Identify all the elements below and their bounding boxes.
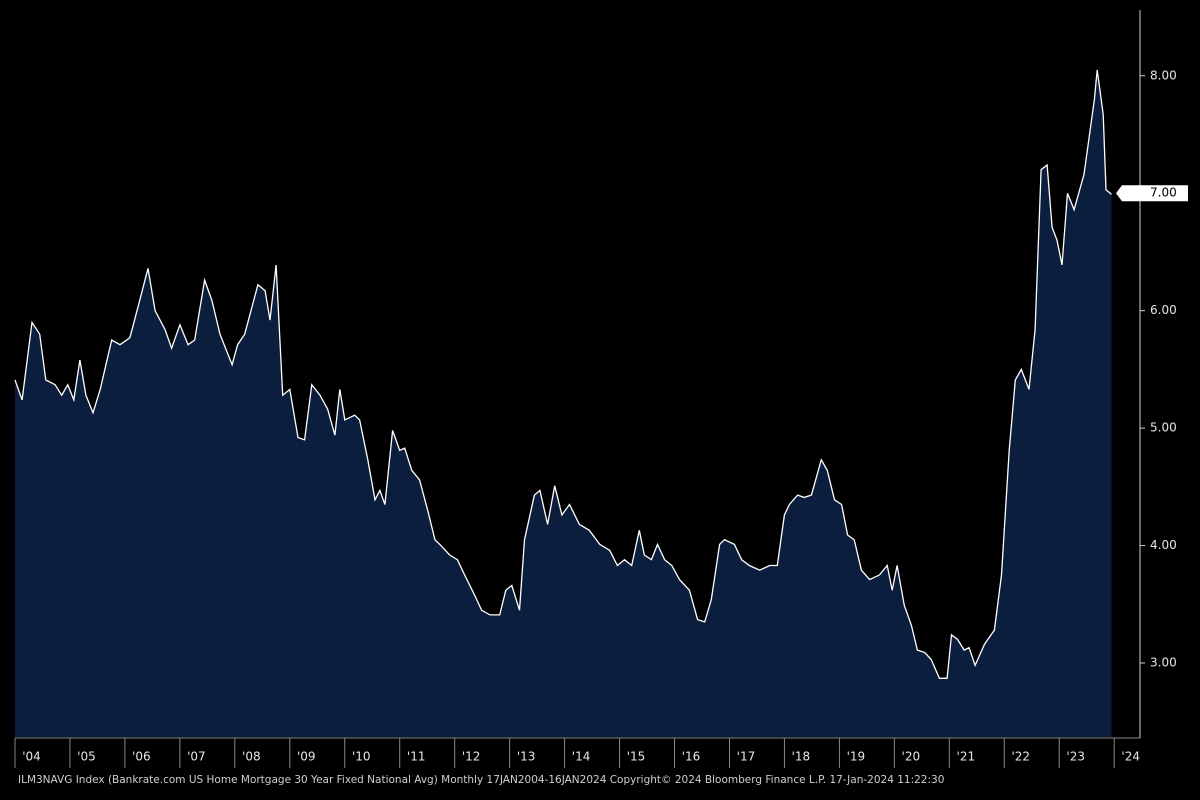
area (15, 69, 1112, 737)
x-tick-label: '22 (1011, 750, 1030, 764)
x-tick-label: '10 (352, 750, 371, 764)
value-flag-label: 7.00 (1150, 186, 1177, 200)
y-tick-label: 6.00 (1150, 303, 1177, 317)
x-tick-label: '13 (517, 750, 536, 764)
x-tick-label: '11 (407, 750, 426, 764)
y-tick-label: 4.00 (1150, 538, 1177, 552)
x-tick-label: '05 (77, 750, 96, 764)
x-tick-label: '12 (462, 750, 481, 764)
x-tick-label: '08 (242, 750, 261, 764)
y-tick-label: 8.00 (1150, 68, 1177, 82)
x-tick-label: '15 (627, 750, 646, 764)
x-tick-label: '07 (187, 750, 206, 764)
x-tick-label: '17 (737, 750, 756, 764)
x-tick-label: '06 (132, 750, 151, 764)
x-tick-label: '09 (297, 750, 316, 764)
x-tick-label: '21 (957, 750, 976, 764)
y-tick-label: 5.00 (1150, 421, 1177, 435)
x-tick-label: '24 (1121, 750, 1140, 764)
line (14, 69, 1112, 679)
x-tick-label: '19 (847, 750, 866, 764)
x-tick-label: '16 (682, 750, 701, 764)
x-tick-label: '20 (902, 750, 921, 764)
x-tick-label: '18 (792, 750, 811, 764)
y-tick-label: 3.00 (1150, 656, 1177, 670)
x-tick-label: '14 (572, 750, 591, 764)
source-note: ILM3NAVG Index (Bankrate.com US Home Mor… (18, 774, 944, 786)
x-tick-label: '23 (1066, 750, 1085, 764)
value-flag (1116, 185, 1188, 202)
x-tick-label: '04 (22, 750, 41, 764)
